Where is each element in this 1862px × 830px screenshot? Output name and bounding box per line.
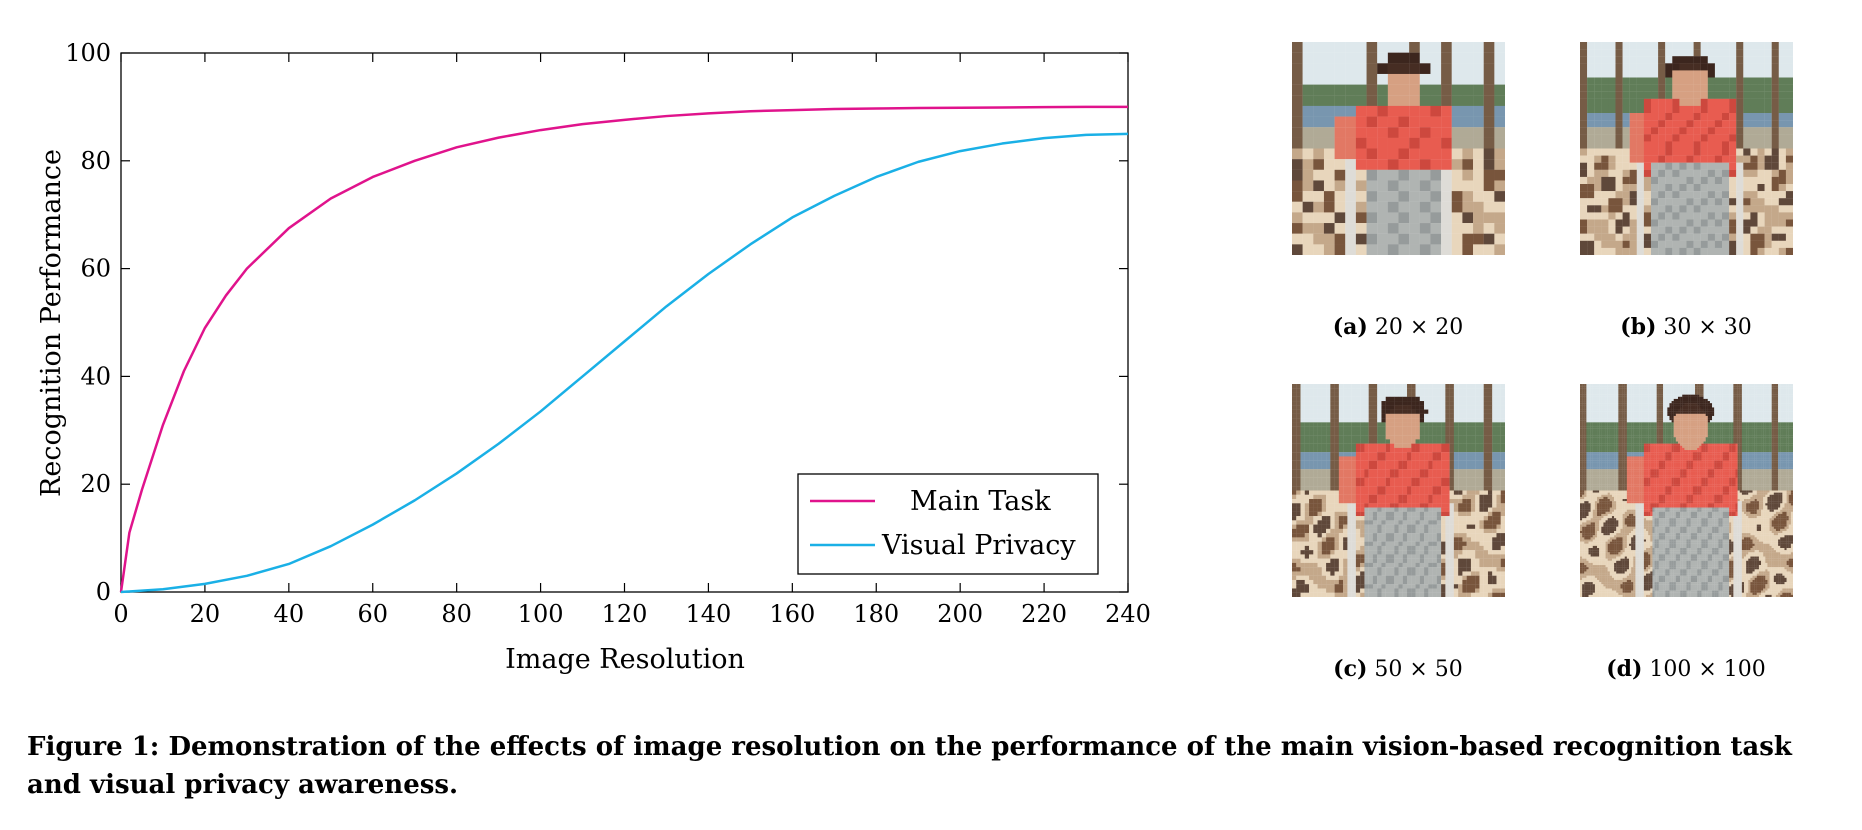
y-axis-label: Recognition Performance: [36, 149, 67, 497]
x-tick-label: 140: [686, 600, 732, 628]
thumbnail-100x100: [1580, 384, 1793, 597]
thumbnail-50x50: [1292, 384, 1505, 597]
series-line-visual-privacy: [120, 132, 1129, 594]
x-tick-label: 200: [937, 600, 983, 628]
subcaption-d: (d) 100 × 100: [1606, 656, 1766, 682]
x-tick-label: 0: [113, 600, 128, 628]
subcaption-c: (c) 50 × 50: [1333, 656, 1463, 682]
y-tick-label: 60: [80, 255, 111, 283]
figure-caption: Figure 1: Demonstration of the effects o…: [27, 732, 1792, 800]
x-tick-label: 240: [1105, 600, 1151, 628]
thumbnail-30x30: [1580, 42, 1793, 255]
x-axis-label: Image Resolution: [505, 644, 745, 675]
thumbnail-20x20: [1292, 42, 1505, 255]
x-tick-label: 120: [602, 600, 648, 628]
x-tick-label: 80: [441, 600, 472, 628]
legend-box: [797, 473, 1099, 575]
y-tick-label: 40: [80, 362, 111, 390]
x-tick-label: 40: [274, 600, 305, 628]
y-tick-label: 0: [96, 578, 111, 606]
legend-label-visual-privacy: Visual Privacy: [881, 530, 1076, 561]
series-line-main-task: [119, 105, 1128, 593]
x-tick-label: 100: [518, 600, 564, 628]
x-tick-label: 180: [853, 600, 899, 628]
subcaption-b: (b) 30 × 30: [1620, 314, 1752, 340]
legend-label-main-task: Main Task: [910, 486, 1051, 517]
x-tick-label: 220: [1021, 600, 1067, 628]
y-tick-label: 20: [80, 470, 111, 498]
chart-axes: 0 20 40 60 80 100 120 140 160 180 200 220 240 0 20 40 60…: [65, 39, 1151, 628]
chart-series: [119, 105, 1129, 594]
line-chart: 0 20 40 60 80 100 120 140 160 180 200 220 240 0 20 40 60…: [36, 39, 1151, 675]
y-tick-label: 80: [80, 147, 111, 175]
x-tick-label: 20: [190, 600, 221, 628]
x-tick-label: 160: [769, 600, 815, 628]
y-tick-label: 100: [65, 39, 111, 67]
chart-legend: Main Task Visual Privacy: [797, 473, 1099, 575]
x-tick-label: 60: [357, 600, 388, 628]
subcaption-a: (a) 20 × 20: [1332, 314, 1464, 340]
